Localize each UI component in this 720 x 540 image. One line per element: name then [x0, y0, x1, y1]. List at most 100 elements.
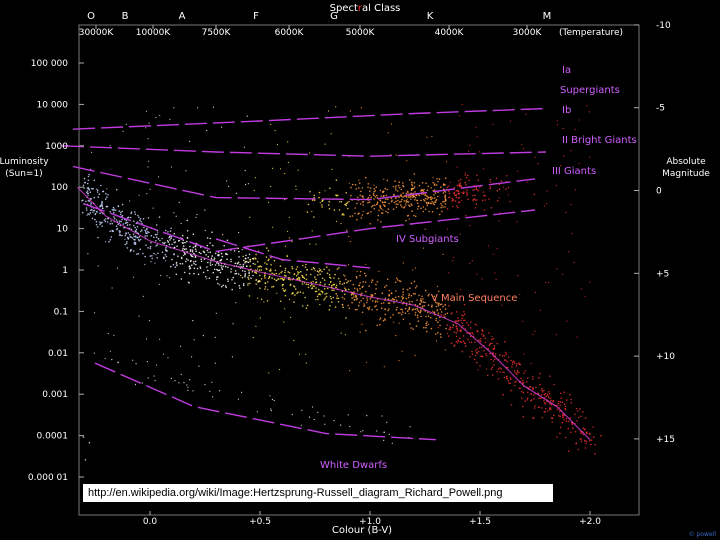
star-point	[454, 320, 457, 323]
star-point	[214, 362, 216, 364]
star-point	[294, 288, 297, 290]
star-point	[116, 267, 119, 269]
star-point	[278, 273, 281, 275]
y-right-tick-label: +10	[656, 352, 675, 362]
star-point	[212, 244, 214, 247]
star-point	[408, 196, 411, 198]
star-point	[195, 216, 197, 218]
star-point	[284, 271, 286, 274]
star-point	[411, 184, 414, 187]
star-point	[560, 397, 563, 400]
star-point	[489, 187, 491, 190]
star-point	[147, 166, 149, 168]
star-point	[111, 359, 113, 361]
star-point	[241, 276, 244, 279]
star-point	[170, 377, 172, 379]
star-point	[211, 264, 214, 266]
star-point	[140, 220, 142, 223]
star-point	[406, 190, 409, 193]
star-point	[373, 184, 375, 186]
star-point	[254, 263, 256, 266]
spectral-class-K: K	[427, 11, 434, 22]
star-point	[96, 191, 99, 193]
star-point	[395, 335, 397, 337]
star-point	[101, 201, 103, 204]
star-point	[356, 202, 358, 205]
star-point	[267, 289, 269, 291]
star-point	[150, 234, 153, 237]
star-point	[138, 194, 140, 196]
star-point	[590, 443, 592, 446]
y-right-tick-label: -10	[656, 21, 671, 31]
star-point	[402, 182, 404, 184]
star-point	[384, 201, 387, 203]
star-point	[409, 205, 411, 208]
star-point	[334, 273, 336, 276]
star-point	[590, 439, 593, 442]
star-point	[541, 407, 543, 409]
region-line-4	[83, 203, 536, 253]
star-point	[459, 341, 462, 343]
star-point	[516, 369, 519, 372]
star-point	[567, 427, 569, 430]
star-point	[176, 264, 178, 267]
star-point	[346, 201, 349, 204]
star-point	[376, 324, 378, 327]
star-point	[472, 194, 474, 197]
star-point	[340, 424, 342, 426]
star-point	[439, 324, 441, 327]
star-point	[438, 178, 441, 180]
star-point	[144, 235, 146, 237]
star-point	[546, 203, 548, 205]
star-point	[353, 294, 355, 296]
star-point	[485, 353, 487, 355]
star-point	[416, 316, 419, 319]
star-point	[532, 375, 534, 378]
star-point	[171, 243, 173, 246]
star-point	[370, 211, 372, 213]
star-point	[360, 190, 362, 193]
star-point	[88, 200, 91, 202]
star-point	[209, 242, 211, 244]
star-point	[116, 188, 118, 191]
spectral-class-B: B	[122, 11, 129, 22]
star-point	[402, 288, 405, 290]
star-point	[186, 230, 189, 232]
star-point	[426, 136, 428, 138]
star-point	[180, 222, 182, 225]
star-point	[558, 415, 560, 417]
y-left-tick-label: 0.0001	[37, 432, 69, 442]
star-point	[263, 301, 265, 303]
star-point	[427, 185, 430, 188]
star-point	[403, 207, 405, 209]
star-point	[326, 266, 328, 268]
star-point	[111, 222, 113, 225]
star-point	[161, 251, 164, 254]
star-point	[121, 218, 123, 221]
star-point	[368, 306, 371, 308]
star-point	[532, 394, 535, 396]
star-point	[338, 267, 340, 269]
star-point	[424, 301, 426, 304]
star-point	[182, 247, 184, 250]
star-point	[426, 204, 429, 206]
star-point	[274, 269, 277, 272]
star-point	[410, 327, 413, 329]
star-point	[401, 206, 403, 208]
star-point	[189, 260, 192, 263]
star-point	[170, 227, 172, 230]
star-point	[297, 271, 299, 273]
star-point	[359, 287, 361, 290]
y-left-tick-label: 0.000 01	[28, 473, 68, 483]
star-point	[178, 201, 180, 203]
star-point	[562, 414, 564, 417]
star-point	[432, 310, 434, 312]
y-axis-right-label-line2: Magnitude	[662, 169, 710, 179]
star-point	[565, 418, 568, 420]
star-point	[296, 266, 299, 268]
star-point	[412, 196, 414, 198]
star-point	[317, 271, 320, 273]
star-point	[589, 156, 591, 158]
star-point	[354, 287, 356, 290]
star-point	[571, 423, 573, 426]
